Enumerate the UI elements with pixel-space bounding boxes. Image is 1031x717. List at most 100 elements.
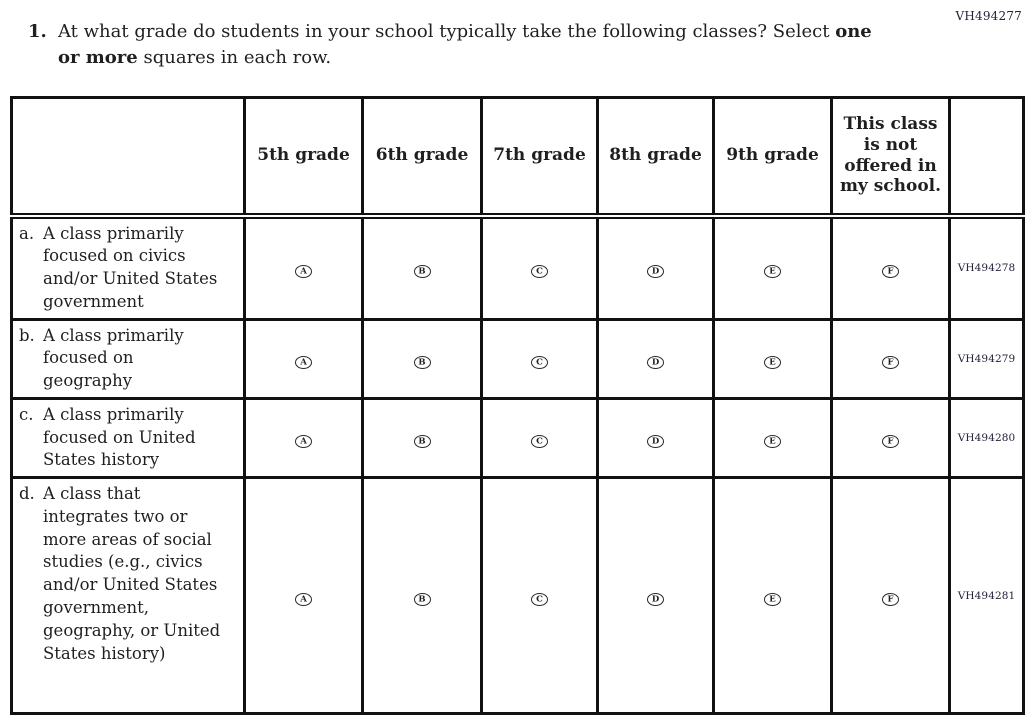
row-c-option-cell-5th: A	[243, 396, 364, 480]
row-a-letter: a.	[19, 223, 35, 243]
header-blank	[10, 96, 246, 219]
bubble-letter: F	[887, 436, 894, 447]
answer-bubble[interactable]: D	[647, 592, 664, 606]
row-c-label: A class primarily focused on United Stat…	[43, 404, 196, 470]
header-not-offered: This class is not offered in my school.	[830, 96, 951, 219]
question-text-trailing: squares in each row.	[143, 46, 332, 68]
answer-bubble[interactable]: B	[413, 355, 431, 369]
bubble-letter: B	[418, 266, 426, 277]
bubble-letter: E	[769, 266, 776, 277]
page-accession-code: VH494277	[955, 9, 1022, 23]
row-a-item-code: VH494278	[948, 214, 1025, 321]
row-d-option-cell-not-offered: F	[830, 476, 951, 716]
row-d-option-cell-5th: A	[243, 476, 364, 716]
answer-bubble[interactable]: D	[647, 355, 664, 369]
row-c-option-cell-9th: E	[712, 396, 833, 480]
row-c-item-code: VH494280	[948, 396, 1025, 480]
row-b-option-cell-7th: C	[480, 317, 599, 400]
answer-bubble[interactable]: E	[764, 264, 781, 278]
answer-bubble[interactable]: F	[882, 592, 899, 606]
question-text-leading: At what grade do students in your school…	[58, 21, 830, 42]
table-row-d: d. A class that integrates two or more a…	[10, 476, 1025, 716]
row-b-option-cell-6th: B	[361, 317, 483, 400]
bubble-letter: B	[418, 594, 426, 605]
header-7th-grade: 7th grade	[480, 96, 599, 219]
answer-bubble[interactable]: C	[531, 264, 548, 278]
table-row-b: b. A class primarily focused on geograph…	[10, 317, 1025, 400]
row-b-letter: b.	[19, 325, 35, 345]
answer-bubble[interactable]: F	[882, 434, 899, 448]
bubble-letter: F	[887, 266, 894, 277]
bubble-letter: E	[769, 436, 776, 447]
answer-bubble[interactable]: F	[882, 355, 899, 369]
bubble-letter: B	[418, 357, 426, 368]
bubble-letter: E	[769, 357, 776, 368]
row-c-letter: c.	[19, 404, 34, 424]
answer-bubble[interactable]: A	[295, 264, 312, 278]
row-b-option-cell-not-offered: F	[830, 317, 951, 400]
bubble-letter: E	[769, 594, 776, 605]
answer-bubble[interactable]: B	[413, 592, 431, 606]
row-a-label-cell: a. A class primarily focused on civics a…	[10, 214, 246, 321]
row-b-label-cell: b. A class primarily focused on geograph…	[10, 317, 246, 400]
bubble-letter: C	[536, 357, 543, 368]
answer-bubble[interactable]: C	[531, 355, 548, 369]
row-d-option-cell-9th: E	[712, 476, 833, 716]
bubble-letter: F	[887, 594, 894, 605]
bubble-letter: C	[536, 266, 543, 277]
row-d-option-cell-7th: C	[480, 476, 599, 716]
question-number: 1.	[28, 21, 47, 42]
bubble-letter: D	[651, 594, 660, 605]
row-c-label-cell: c. A class primarily focused on United S…	[10, 396, 246, 480]
header-code-blank	[948, 96, 1025, 219]
row-a-label: A class primarily focused on civics and/…	[43, 223, 218, 311]
answer-bubble[interactable]: C	[531, 592, 548, 606]
header-9th-grade: 9th grade	[712, 96, 833, 219]
answer-bubble[interactable]: A	[295, 592, 312, 606]
header-row: 5th grade 6th grade 7th grade 8th grade …	[10, 96, 1025, 219]
bubble-letter: C	[536, 436, 543, 447]
row-a-option-cell-6th: B	[361, 214, 483, 321]
question-block: 1. At what grade do students in your sch…	[28, 19, 888, 70]
row-d-label-cell: d. A class that integrates two or more a…	[10, 476, 246, 716]
bubble-letter: D	[651, 357, 660, 368]
answer-bubble[interactable]: E	[764, 355, 781, 369]
row-a-option-cell-7th: C	[480, 214, 599, 321]
row-a-option-cell-8th: D	[596, 214, 715, 321]
header-6th-grade: 6th grade	[361, 96, 483, 219]
row-a-option-cell-5th: A	[243, 214, 364, 321]
bubble-letter: B	[418, 436, 426, 447]
row-c-option-cell-7th: C	[480, 396, 599, 480]
answer-bubble[interactable]: A	[295, 434, 312, 448]
row-b-option-cell-5th: A	[243, 317, 364, 400]
row-c-option-cell-not-offered: F	[830, 396, 951, 480]
bubble-letter: C	[536, 594, 543, 605]
table-row-c: c. A class primarily focused on United S…	[10, 396, 1025, 480]
answer-bubble[interactable]: C	[531, 434, 548, 448]
row-a-option-cell-not-offered: F	[830, 214, 951, 321]
answer-bubble[interactable]: D	[647, 264, 664, 278]
answer-bubble[interactable]: E	[764, 434, 781, 448]
bubble-letter: A	[300, 266, 307, 277]
bubble-letter: A	[300, 594, 307, 605]
bubble-letter: A	[300, 357, 307, 368]
answer-bubble[interactable]: B	[413, 264, 431, 278]
row-b-option-cell-8th: D	[596, 317, 715, 400]
row-d-item-code: VH494281	[948, 476, 1025, 716]
question-text: At what grade do students in your school…	[58, 19, 888, 70]
bubble-letter: F	[887, 357, 894, 368]
answer-bubble[interactable]: A	[295, 355, 312, 369]
answer-bubble[interactable]: E	[764, 592, 781, 606]
answer-bubble[interactable]: F	[882, 264, 899, 278]
answer-bubble[interactable]: B	[413, 434, 431, 448]
answer-bubble[interactable]: D	[647, 434, 664, 448]
table-row-a: a. A class primarily focused on civics a…	[10, 214, 1025, 321]
row-d-option-cell-8th: D	[596, 476, 715, 716]
response-grid-table: 5th grade 6th grade 7th grade 8th grade …	[10, 96, 1025, 716]
header-5th-grade: 5th grade	[243, 96, 364, 219]
question-text-emphasis: one or more	[58, 21, 872, 68]
row-d-option-cell-6th: B	[361, 476, 483, 716]
bubble-letter: D	[651, 266, 660, 277]
row-d-label: A class that integrates two or more area…	[43, 484, 221, 663]
